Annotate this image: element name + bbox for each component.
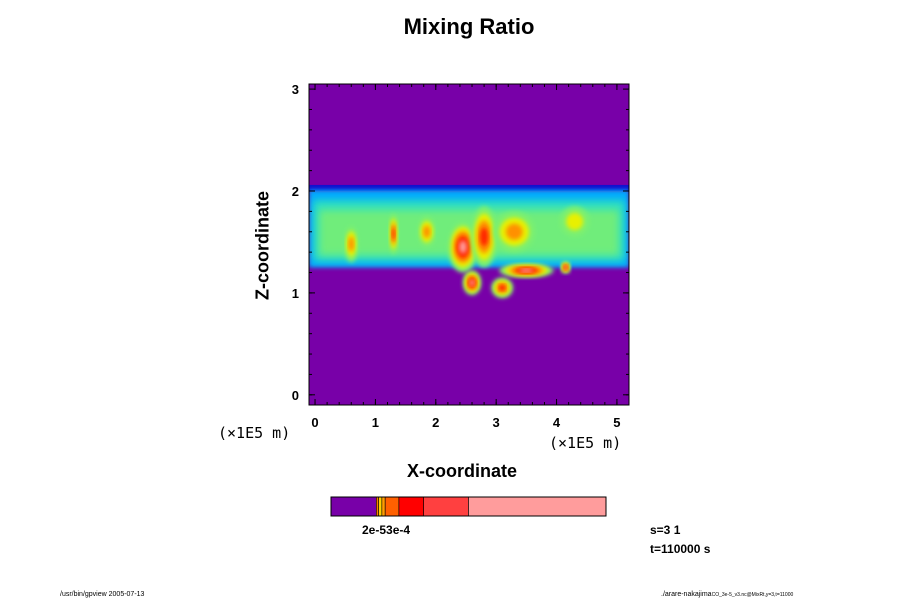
heatmap-feature-6-level-4: [519, 268, 534, 273]
heatmap-feature-10-level-1: [566, 212, 584, 231]
chart-title: Mixing Ratio: [403, 14, 535, 39]
heatmap-feature-0-level-2: [348, 236, 355, 252]
footer-right-main: ./arare-nakajima: [661, 591, 712, 598]
heatmap-feature-3-level-4: [459, 240, 467, 254]
plot-frame: [308, 83, 630, 406]
plot-axes: 0 1 2 3 4 5 0 1 2 3: [292, 82, 630, 430]
footer-right: ./arare-nakajimaCO_3e-5_v3.nc@MixRt,y=3,…: [661, 591, 793, 598]
footer-left: /usr/bin/gpview 2005-07-13: [60, 591, 145, 598]
heatmap-feature-8-level-4: [469, 279, 475, 286]
step-label: s=3 1: [650, 523, 681, 537]
time-label: t=110000 s: [650, 542, 711, 556]
heatmap-plot-area: [309, 84, 629, 405]
x-tick-label-4: 4: [553, 415, 561, 430]
heatmap-feature-9-level-3: [498, 284, 506, 291]
colorbar-segment-6: [423, 496, 469, 517]
colorbar-segment-1: [376, 496, 379, 517]
colorbar-frame: [330, 496, 607, 517]
x-axis-title: X-coordinate: [407, 461, 518, 481]
x-zero-unit-label: (×1E5 m): [218, 424, 291, 442]
x-tick-label-5: 5: [613, 415, 620, 430]
y-tick-label-1: 1: [292, 286, 299, 301]
heatmap-feature-4-level-3: [480, 227, 489, 247]
colorbar-segment-7: [468, 496, 607, 517]
y-tick-label-3: 3: [292, 82, 299, 97]
colorbar-segment-5: [398, 496, 424, 517]
x-tick-label-0: 0: [311, 415, 318, 430]
colorbar-segment-3: [381, 496, 386, 517]
layer-top-edge: [309, 184, 629, 191]
x-tick-label-1: 1: [372, 415, 379, 430]
colorbar-segment-4: [384, 496, 400, 517]
colorbar: [330, 496, 607, 517]
heatmap-feature-5-level-2: [505, 223, 523, 240]
colorbar-label: 2e-53e-4: [362, 523, 411, 537]
y-tick-label-2: 2: [292, 184, 299, 199]
colorbar-segment-2: [378, 496, 383, 517]
y-axis-title: Z-coordinate: [252, 191, 273, 301]
heatmap-field: [309, 84, 629, 405]
heatmap-feature-1-level-3: [392, 227, 395, 240]
colorbar-segment-0: [330, 496, 377, 517]
heatmap-feature-7-level-4: [564, 265, 567, 269]
x-tick-label-2: 2: [432, 415, 439, 430]
x-tick-label-3: 3: [493, 415, 500, 430]
heatmap-feature-2-level-2: [423, 225, 431, 238]
y-tick-label-0: 0: [292, 388, 299, 403]
footer-right-sub: CO_3e-5_v3.nc@MixRt,y=3,t=11000: [711, 592, 794, 598]
x-axis-unit-label: (×1E5 m): [549, 434, 622, 452]
